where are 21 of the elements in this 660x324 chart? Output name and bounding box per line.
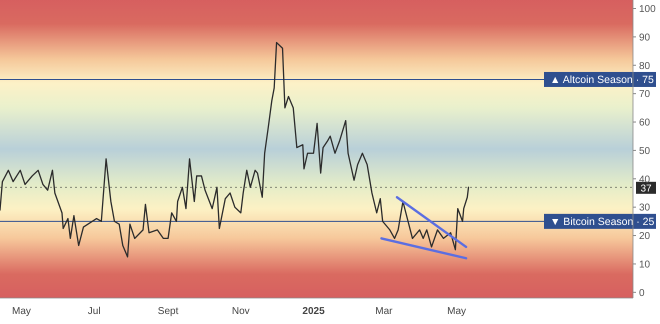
- x-tick-label: Mar: [375, 306, 394, 317]
- y-tick-label: 10: [639, 259, 651, 270]
- x-tick-label: 2025: [302, 306, 326, 317]
- y-tick-label: 100: [639, 4, 656, 16]
- y-tick-label: 70: [639, 89, 651, 100]
- y-tick-label: 60: [639, 118, 651, 129]
- y-tick-label: 50: [639, 146, 651, 157]
- x-tick-label: Sept: [158, 306, 179, 317]
- line-series: [0, 42, 470, 258]
- y-tick-label: 90: [639, 32, 651, 44]
- x-tick-label: Nov: [232, 306, 250, 317]
- y-tick-label: 0: [639, 288, 645, 299]
- ref-line-label: ▼ Bitcoin Season · 25: [550, 216, 655, 228]
- x-tick-label: May: [447, 306, 466, 317]
- x-tick-label: May: [12, 306, 31, 317]
- ref-line-label: 37: [640, 183, 652, 194]
- ref-line-label: ▲ Altcoin Season · 75: [550, 74, 654, 86]
- y-tick-label: 30: [639, 202, 651, 214]
- y-tick-label: 20: [639, 231, 651, 242]
- x-tick-label: Jul: [88, 306, 101, 317]
- y-tick-label: 80: [639, 60, 651, 72]
